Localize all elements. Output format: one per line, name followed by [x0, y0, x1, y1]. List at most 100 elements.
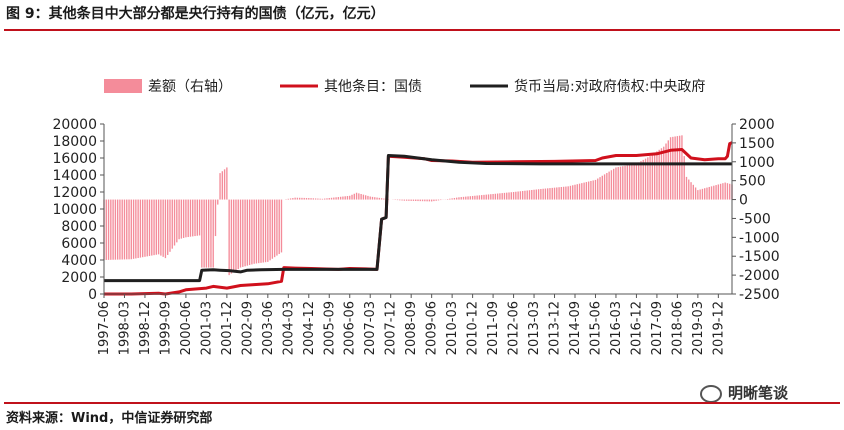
diff-bar: [380, 198, 383, 200]
diff-bar: [355, 192, 358, 200]
diff-bar: [237, 199, 239, 270]
right-tick-label: -500: [739, 211, 771, 227]
diff-bar: [476, 195, 478, 200]
diff-bar: [219, 173, 221, 200]
diff-bar: [481, 195, 483, 200]
diff-bar: [353, 193, 355, 200]
diff-bar: [449, 198, 451, 200]
x-tick-label: 2015-06: [588, 301, 603, 355]
diff-bar: [697, 190, 699, 200]
diff-bar: [678, 135, 681, 200]
diff-bar: [371, 196, 374, 200]
diff-bar: [107, 199, 110, 260]
diff-bar: [540, 188, 542, 200]
diff-bar: [624, 165, 626, 200]
diff-bar: [278, 199, 280, 255]
diff-bar: [640, 161, 642, 200]
diff-bar: [681, 135, 683, 200]
watermark: 明晰笔谈: [700, 382, 788, 403]
diff-bar: [517, 191, 519, 200]
diff-bar: [403, 199, 406, 201]
diff-bar: [339, 196, 342, 200]
diff-bar: [521, 190, 524, 200]
diff-bar: [567, 186, 569, 200]
diff-bar: [428, 199, 431, 202]
diff-bar: [524, 190, 526, 200]
diff-bar: [260, 199, 262, 263]
x-tick-label: 2017-09: [650, 301, 665, 355]
diff-bar: [663, 146, 665, 200]
diff-bar: [490, 194, 492, 200]
diff-bar: [119, 199, 121, 260]
diff-bar: [335, 197, 337, 200]
x-tick-label: 2019-03: [691, 301, 706, 355]
right-tick-label: -2500: [739, 287, 780, 303]
x-tick-label: 2016-03: [609, 301, 624, 355]
diff-bar: [221, 171, 224, 200]
diff-bar: [144, 199, 146, 257]
diff-bar: [565, 186, 567, 200]
diff-bar: [223, 169, 226, 200]
diff-bars: [103, 135, 733, 276]
diff-bar: [305, 197, 308, 200]
diff-bar: [155, 199, 158, 255]
diff-bar: [110, 199, 112, 260]
x-tick-label: 2010-12: [466, 301, 481, 355]
diff-bar: [676, 136, 679, 200]
diff-bar: [271, 199, 274, 259]
diff-bar: [324, 198, 326, 200]
diff-bar: [590, 180, 592, 200]
diff-bar: [635, 163, 638, 200]
diff-bar: [592, 180, 594, 200]
diff-bar: [180, 199, 183, 239]
diff-bar: [688, 179, 690, 200]
diff-bar: [253, 199, 255, 264]
diff-bar: [649, 156, 651, 200]
x-tick-label: 2004-12: [302, 301, 317, 355]
diff-bar: [601, 175, 603, 200]
diff-bar: [685, 176, 688, 200]
x-tick-label: 2016-12: [629, 301, 644, 355]
diff-bar: [337, 197, 340, 200]
diff-bar: [362, 194, 365, 200]
diff-bar: [512, 192, 515, 200]
diff-bar: [674, 136, 676, 200]
diff-bar: [342, 196, 344, 200]
x-tick-label: 2001-03: [199, 301, 214, 355]
diff-bar: [617, 167, 619, 200]
x-tick-label: 2012-06: [507, 301, 522, 355]
diff-bar: [467, 196, 469, 200]
left-tick-label: 18000: [52, 134, 97, 150]
diff-bar: [483, 194, 485, 200]
x-tick-label: 2013-03: [527, 301, 542, 355]
diff-bar: [233, 199, 235, 273]
diff-bar: [114, 199, 117, 260]
diff-bar: [415, 199, 417, 202]
diff-bar: [207, 199, 210, 268]
diff-bar: [704, 188, 706, 200]
central-gov-line: [104, 154, 732, 283]
diff-bar: [146, 199, 148, 257]
diff-bar: [531, 189, 533, 200]
diff-bar: [542, 188, 544, 200]
diff-bar: [576, 184, 578, 200]
diff-bar: [572, 185, 574, 200]
diff-bar: [419, 199, 421, 202]
diff-bar: [192, 199, 194, 237]
diff-bar: [251, 199, 253, 265]
diff-bar: [544, 188, 547, 200]
diff-bar: [462, 196, 465, 200]
diff-bar: [369, 196, 371, 200]
diff-bar: [658, 149, 660, 200]
legend-label: 其他条目：国债: [324, 78, 422, 95]
diff-bar: [499, 193, 501, 200]
diff-bar: [729, 183, 731, 200]
diff-bar: [672, 136, 674, 200]
diff-bar: [506, 192, 508, 200]
diff-bar: [474, 195, 476, 200]
diff-bar: [578, 183, 581, 200]
diff-bar: [289, 198, 292, 200]
diff-bar: [437, 199, 440, 201]
diff-bar: [574, 184, 576, 200]
left-tick-label: 10000: [52, 202, 97, 218]
